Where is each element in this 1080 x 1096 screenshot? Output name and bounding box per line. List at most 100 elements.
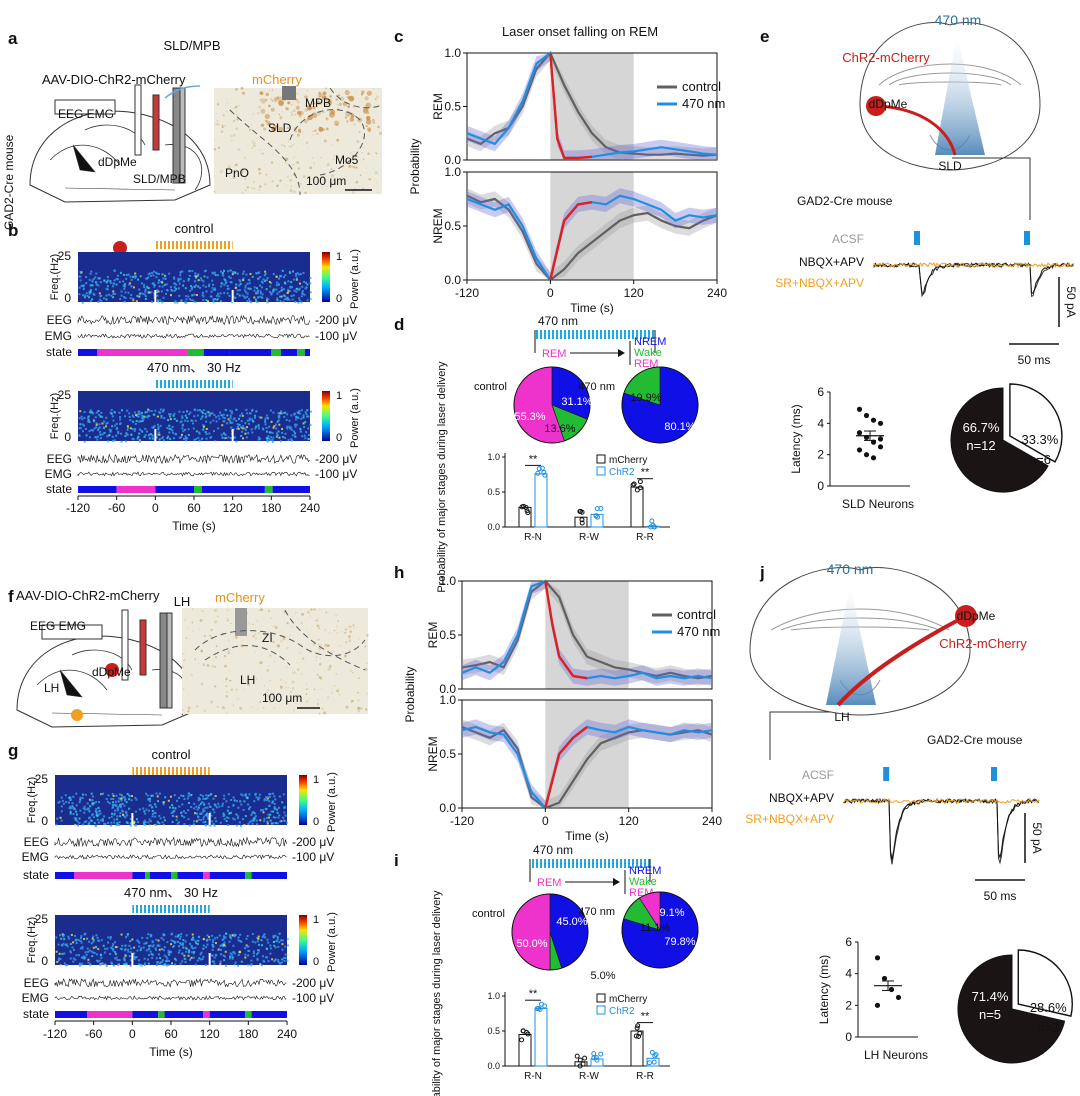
histo-speck [250, 706, 253, 709]
histo-speck [244, 177, 247, 180]
g-spec-px [183, 816, 186, 819]
b-spec-px [250, 301, 253, 304]
g-spec-px [269, 944, 272, 947]
g-spec-px [115, 946, 118, 949]
histo-speck [358, 131, 361, 133]
b-spec-px [220, 285, 223, 288]
electrode [121, 609, 129, 681]
g-xtick-label: 0 [129, 1027, 136, 1041]
histo-speck [296, 694, 299, 696]
g-spec-px [211, 943, 214, 946]
histo-speck [214, 665, 217, 668]
b-spec-px [103, 420, 106, 423]
b-spec-px [157, 427, 160, 430]
g-spec-px [70, 933, 73, 936]
b-spec-px [196, 414, 199, 417]
histo-speck [206, 664, 210, 667]
histo-speck [293, 164, 295, 166]
g-spec-px [272, 936, 275, 939]
histo-speck [313, 640, 315, 643]
b-spec-px [168, 427, 171, 430]
b-spec-px [157, 428, 160, 431]
b-spec-px [229, 269, 232, 272]
g-eeg-1 [54, 836, 287, 848]
b-spec-px [161, 301, 164, 304]
histo-speck [336, 689, 340, 693]
g-spec-px [112, 794, 115, 797]
b-spec-px [260, 286, 263, 289]
g-spec-px [240, 793, 243, 796]
g-spec-px [109, 937, 112, 940]
histo-speck [347, 628, 349, 630]
histo-speck [225, 685, 228, 688]
b-spec-px [255, 272, 258, 275]
b-state-seg [281, 349, 298, 356]
b-spec-px [280, 289, 283, 292]
b-spec-px [138, 432, 141, 435]
g-spec-px [111, 947, 114, 950]
histo-speck [227, 165, 231, 169]
b-spec-px [230, 412, 233, 415]
b-spec-px [291, 434, 294, 437]
g-spec-px [85, 820, 88, 823]
b-spec-px [246, 300, 249, 303]
g-spec-px [147, 948, 150, 951]
histo-speck [309, 166, 313, 170]
b-spec-px [156, 415, 159, 418]
g-spec-px [118, 959, 121, 962]
b-spec-px [181, 427, 184, 430]
b-spec-px [257, 427, 260, 430]
j-lat-tick-label: 4 [845, 967, 852, 981]
histo-speck [191, 621, 194, 624]
g-spec-px [115, 794, 118, 797]
g-spec-px [223, 955, 226, 958]
histo-speck [289, 634, 291, 636]
histo-speck [269, 90, 271, 92]
histo-speck [227, 649, 231, 652]
b-spec-px [168, 272, 171, 275]
g-spec-px [143, 810, 146, 813]
mcherry-cell [360, 93, 364, 96]
g-spec-px [256, 940, 259, 943]
g-spec-px [75, 804, 78, 807]
b-spec-px [270, 436, 273, 439]
g-spec-px [198, 804, 201, 807]
d-dot-mcherry [579, 509, 585, 515]
a-fiber-cable [164, 85, 201, 99]
b-spec-px [211, 412, 214, 415]
histo-speck [182, 688, 185, 691]
b-spec-px [105, 422, 108, 425]
histo-speck [226, 99, 228, 101]
b-spec-px [125, 433, 128, 436]
histo-speck [377, 191, 379, 193]
histo-speck [268, 696, 270, 698]
coronal-line [888, 72, 1012, 86]
b-spec-px [123, 300, 126, 303]
g-spec-px [196, 808, 199, 811]
c-legend-control: control [682, 79, 721, 94]
histo-speck [341, 157, 344, 160]
g-spec-px [211, 941, 214, 944]
mcherry-cell [338, 102, 342, 106]
histo-speck [344, 631, 347, 634]
b-xtick-label: 120 [223, 501, 243, 515]
b-cbar-0: 0 [336, 432, 342, 444]
histo-speck [316, 624, 320, 628]
mcherry-cell [322, 95, 326, 100]
b-spec-px [140, 420, 143, 423]
histo-speck [273, 625, 276, 628]
b-spec-px [193, 408, 196, 411]
b-spec-px [249, 272, 252, 275]
b-spec-px [269, 285, 272, 288]
g-spec-px [75, 817, 78, 820]
g-spec-px [167, 959, 170, 962]
histo-speck [355, 180, 359, 184]
histo-speck [246, 186, 249, 189]
g-spec-px [267, 797, 270, 800]
b-spec-px [181, 424, 184, 427]
i-t-nrem: NREM [629, 865, 661, 877]
histo-speck [348, 639, 352, 643]
h-nrem-name: NREM [426, 736, 440, 771]
b-spec-px [159, 299, 162, 302]
histo-speck [311, 134, 313, 136]
